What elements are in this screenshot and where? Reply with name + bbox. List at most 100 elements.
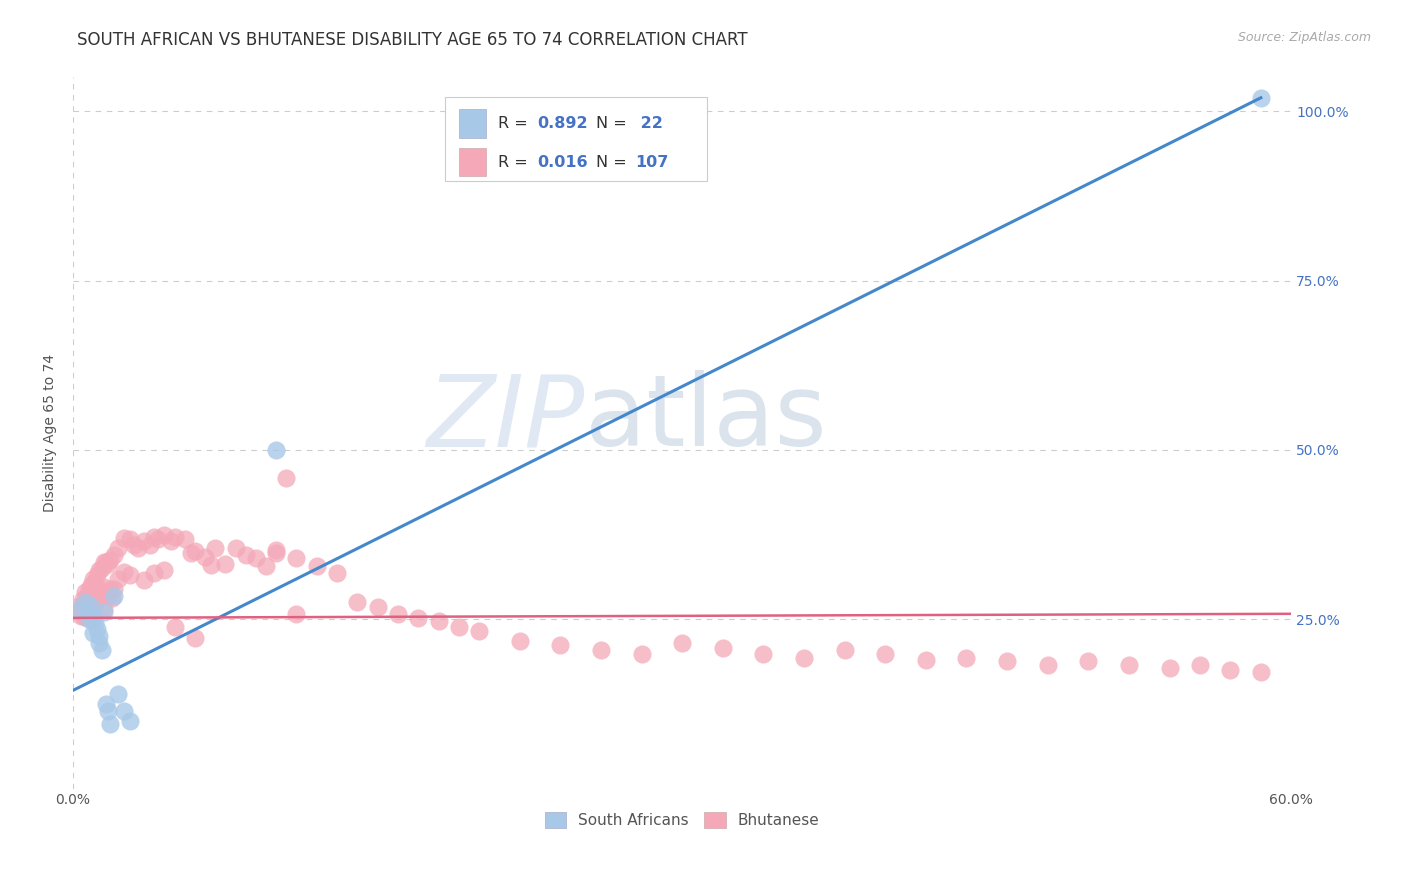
Point — [163, 530, 186, 544]
Text: 107: 107 — [634, 154, 668, 169]
Point — [80, 578, 103, 592]
Point — [79, 606, 101, 620]
Point — [90, 642, 112, 657]
Point — [1250, 665, 1272, 679]
Point — [84, 615, 107, 630]
Point — [200, 558, 222, 572]
Point — [204, 541, 226, 555]
Point — [76, 611, 98, 625]
Point — [112, 531, 135, 545]
Text: ZIP: ZIP — [426, 370, 585, 467]
Point — [159, 534, 181, 549]
Text: R =: R = — [498, 154, 529, 169]
Point — [100, 591, 122, 605]
Point — [163, 620, 186, 634]
Point — [1036, 658, 1059, 673]
Point — [80, 599, 103, 613]
Point — [118, 568, 141, 582]
Point — [70, 608, 93, 623]
Point — [406, 611, 429, 625]
Point — [305, 559, 328, 574]
Point — [76, 600, 98, 615]
Text: N =: N = — [596, 154, 627, 169]
Point — [153, 527, 176, 541]
Point — [89, 589, 111, 603]
Point — [103, 548, 125, 562]
Point — [447, 620, 470, 634]
Point — [84, 597, 107, 611]
Point — [1118, 658, 1140, 673]
Point — [184, 631, 207, 645]
Point — [995, 654, 1018, 668]
Point — [326, 566, 349, 581]
Point — [1188, 658, 1211, 673]
Point — [103, 582, 125, 596]
Point — [79, 582, 101, 596]
Point — [75, 597, 97, 611]
Point — [107, 572, 129, 586]
Point — [98, 552, 121, 566]
Point — [875, 648, 897, 662]
Point — [82, 608, 104, 623]
Point — [89, 636, 111, 650]
Point — [76, 589, 98, 603]
Text: atlas: atlas — [585, 370, 827, 467]
Point — [285, 607, 308, 621]
Point — [134, 573, 156, 587]
Point — [235, 548, 257, 562]
Point — [367, 600, 389, 615]
Point — [589, 642, 612, 657]
Point — [793, 651, 815, 665]
Point — [89, 564, 111, 578]
Point — [118, 533, 141, 547]
Point — [97, 557, 120, 571]
Text: 0.016: 0.016 — [537, 154, 588, 169]
Point — [153, 564, 176, 578]
Text: Source: ZipAtlas.com: Source: ZipAtlas.com — [1237, 31, 1371, 45]
Point — [90, 561, 112, 575]
Point — [214, 557, 236, 571]
Point — [75, 585, 97, 599]
Point — [225, 541, 247, 555]
Point — [468, 624, 491, 639]
Point — [630, 648, 652, 662]
Point — [955, 651, 977, 665]
Point — [122, 538, 145, 552]
Point — [550, 638, 572, 652]
Point — [97, 704, 120, 718]
Point — [143, 530, 166, 544]
Point — [86, 591, 108, 606]
Point — [127, 541, 149, 555]
Point — [90, 586, 112, 600]
Point — [671, 636, 693, 650]
Point — [86, 623, 108, 637]
Text: 0.892: 0.892 — [537, 116, 588, 131]
Point — [1077, 654, 1099, 668]
Point — [75, 607, 97, 621]
Point — [67, 599, 90, 613]
Point — [254, 559, 277, 574]
Point — [94, 555, 117, 569]
Point — [82, 612, 104, 626]
Point — [97, 589, 120, 603]
Point — [346, 595, 368, 609]
Point — [94, 697, 117, 711]
Point — [387, 607, 409, 621]
Point — [173, 533, 195, 547]
Point — [264, 543, 287, 558]
Point — [79, 612, 101, 626]
Point — [107, 687, 129, 701]
Point — [75, 595, 97, 609]
Point — [84, 574, 107, 589]
Point — [184, 544, 207, 558]
Point — [834, 642, 856, 657]
Point — [80, 591, 103, 605]
Point — [107, 541, 129, 555]
Point — [711, 640, 734, 655]
Point — [1219, 663, 1241, 677]
Point — [93, 555, 115, 569]
Point — [79, 593, 101, 607]
Point — [98, 717, 121, 731]
Point — [82, 600, 104, 615]
Point — [118, 714, 141, 728]
